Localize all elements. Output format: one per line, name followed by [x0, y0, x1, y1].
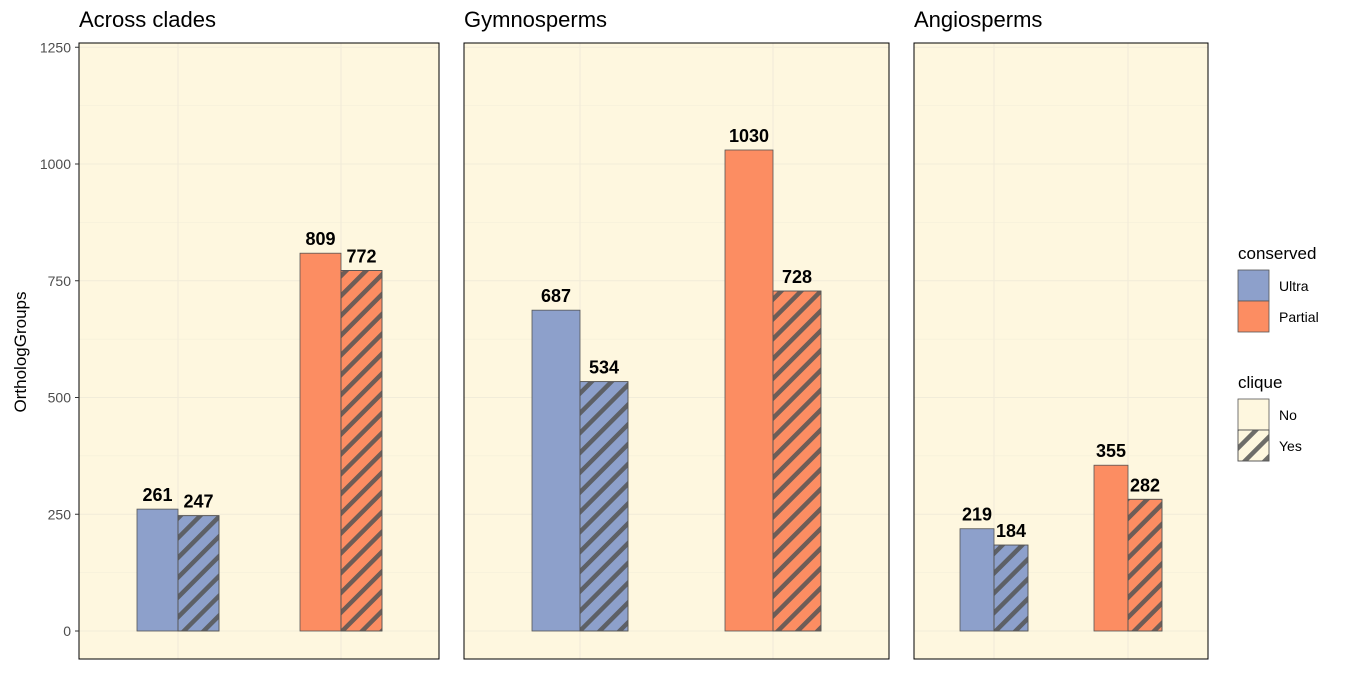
- panel-border: [463, 42, 890, 660]
- legend-label-yes: Yes: [1279, 438, 1302, 454]
- bar-hatch-partial-yes: [772, 290, 822, 632]
- data-label: 809: [305, 229, 335, 249]
- data-label: 1030: [729, 126, 769, 146]
- data-label: 261: [142, 485, 172, 505]
- bar-hatch-ultra-yes: [993, 544, 1029, 632]
- legend-label-ultra: Ultra: [1279, 278, 1309, 294]
- data-label: 184: [996, 521, 1026, 541]
- y-tick-label: 1000: [40, 156, 71, 172]
- bar-hatch-ultra-yes: [177, 515, 220, 632]
- legend-key-hatch: [1237, 429, 1270, 462]
- panel-border: [78, 42, 440, 660]
- panel-2: 687 534 1030 728 Gymnosperms: [463, 7, 890, 660]
- bar-partial-no: [299, 252, 342, 632]
- y-tick-label: 250: [48, 506, 72, 522]
- panel-title: Gymnosperms: [464, 7, 607, 32]
- bar-hatch-partial-yes: [1127, 498, 1163, 632]
- y-tick-label: 750: [48, 273, 72, 289]
- panel-background: [914, 43, 1208, 659]
- legend-label-no: No: [1279, 407, 1297, 423]
- panel-title: Across clades: [79, 7, 216, 32]
- data-label: 728: [782, 267, 812, 287]
- legend-title-conserved: conserved: [1238, 244, 1316, 263]
- panel-background: [79, 43, 439, 659]
- data-label: 355: [1096, 441, 1126, 461]
- legend-key-partial: [1237, 300, 1270, 333]
- data-label: 219: [962, 505, 992, 525]
- legend-label-partial: Partial: [1279, 309, 1319, 325]
- bar-ultra-no: [136, 508, 179, 632]
- bar-ultra-no: [531, 309, 581, 632]
- data-label: 282: [1130, 475, 1160, 495]
- y-tick-label: 0: [63, 623, 71, 639]
- panel-title: Angiosperms: [914, 7, 1042, 32]
- data-label: 534: [589, 358, 619, 378]
- bar-hatch-partial-yes: [340, 270, 383, 632]
- bar-partial-no: [1093, 464, 1129, 632]
- y-tick-label: 500: [48, 390, 72, 406]
- legend-title-clique: clique: [1238, 373, 1282, 392]
- legend-key-ultra: [1237, 269, 1270, 302]
- data-label: 247: [183, 492, 213, 512]
- data-label: 772: [346, 246, 376, 266]
- panel-border: [913, 42, 1209, 660]
- data-label: 687: [541, 286, 571, 306]
- legend-key-no: [1237, 398, 1270, 431]
- y-axis-label: OrthologGroups: [11, 292, 30, 413]
- bar-hatch-ultra-yes: [579, 381, 629, 632]
- panel-background: [464, 43, 889, 659]
- panel-1: 261 247 809 772 Across clades: [78, 7, 440, 660]
- bar-ultra-no: [959, 528, 995, 632]
- y-tick-label: 1250: [40, 39, 71, 55]
- bar-partial-no: [724, 149, 774, 632]
